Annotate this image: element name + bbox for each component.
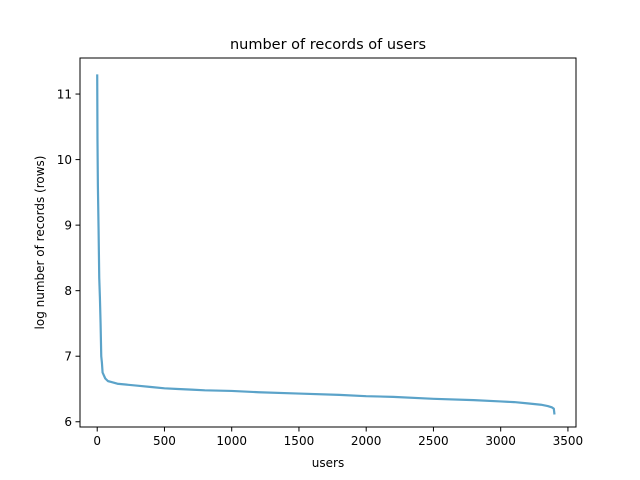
y-tick-label: 6	[64, 415, 72, 429]
chart-title: number of records of users	[230, 37, 426, 53]
y-axis-label: log number of records (rows)	[33, 156, 47, 330]
y-tick-label: 11	[57, 87, 72, 101]
x-tick-label: 500	[153, 434, 176, 448]
x-axis-label: users	[312, 456, 344, 470]
y-tick-label: 7	[64, 350, 72, 364]
x-tick-label: 1500	[284, 434, 315, 448]
plot-area	[96, 74, 556, 415]
x-tick-label: 3000	[485, 434, 516, 448]
y-tick-label: 8	[64, 284, 72, 298]
x-tick-label: 2000	[351, 434, 382, 448]
series-line	[96, 74, 556, 415]
x-tick-label: 1000	[216, 434, 247, 448]
x-tick-label: 2500	[418, 434, 449, 448]
axes-frame	[79, 57, 577, 428]
y-axis: 6 7 8 9 10 11	[57, 87, 80, 429]
x-axis: 0 500 1000 1500 2000 2500 3000 3500	[93, 427, 583, 448]
y-tick-label: 10	[57, 153, 72, 167]
y-tick-label: 9	[64, 218, 72, 232]
x-tick-label: 3500	[553, 434, 584, 448]
x-tick-label: 0	[93, 434, 101, 448]
